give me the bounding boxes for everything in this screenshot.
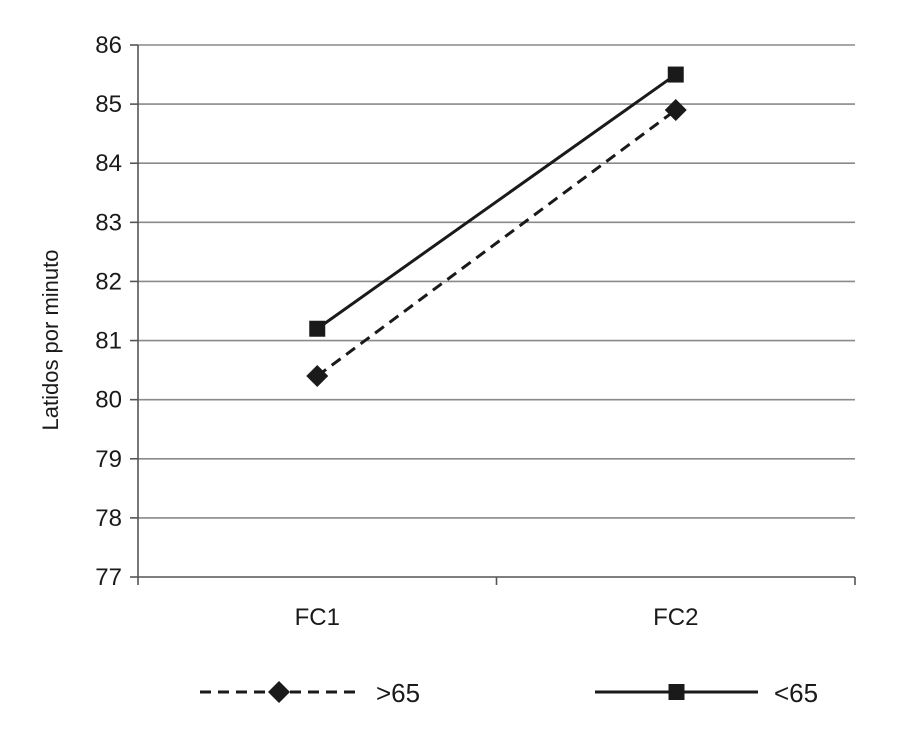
series-line-1 (316, 73, 677, 330)
y-tick-label: 85 (95, 91, 122, 118)
y-tick-label: 77 (95, 564, 122, 591)
legend-marker-diamond (268, 681, 290, 703)
y-tick-label: 81 (95, 328, 122, 355)
data-point-diamond (664, 99, 687, 122)
y-tick-label: 79 (95, 446, 122, 473)
legend-label: <65 (774, 678, 818, 708)
y-tick-label: 78 (95, 505, 122, 532)
y-tick-label: 80 (95, 387, 122, 414)
y-tick-label: 82 (95, 268, 122, 295)
axes (130, 44, 856, 585)
legend-label: >65 (376, 678, 420, 708)
y-tick-label: 84 (95, 150, 122, 177)
series-line-0 (316, 108, 677, 378)
legend-marker-square (668, 684, 685, 700)
x-tick-labels: FC1 FC2 (295, 604, 699, 631)
y-tick-label: 86 (95, 32, 122, 59)
gridlines (138, 44, 855, 519)
legend: >65 <65 (200, 678, 818, 708)
x-tick-label: FC1 (295, 604, 340, 631)
y-tick-label: 83 (95, 209, 122, 236)
data-point-square (667, 66, 684, 83)
data-point-diamond (306, 365, 329, 388)
data-point-square (309, 320, 326, 337)
y-tick-labels: 77 78 79 80 81 82 83 84 85 86 (95, 32, 122, 591)
y-axis-title: Latidos por minuto (38, 250, 63, 431)
x-tick-label: FC2 (653, 604, 698, 631)
series (306, 66, 687, 388)
